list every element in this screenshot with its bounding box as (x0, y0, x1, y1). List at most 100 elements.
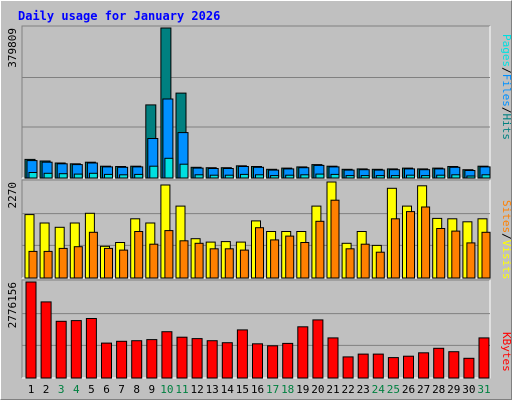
bar-kbytes-day-27 (418, 352, 430, 379)
xlabel-day-24: 24 (372, 383, 386, 396)
bar-kbytes-day-3 (55, 320, 67, 379)
bar-pages-day-22 (345, 175, 355, 179)
bar-sites-day-28 (436, 228, 446, 279)
bar-kbytes-day-29 (448, 351, 460, 379)
bar-sites-day-6 (104, 247, 113, 279)
legend-kbytes-label: KBytes (500, 332, 512, 372)
bar-kbytes-day-30 (463, 357, 475, 379)
xlabel-day-21: 21 (326, 383, 339, 396)
bar-pages-day-31 (481, 174, 491, 179)
bar-kbytes-day-10 (161, 331, 173, 379)
bar-kbytes-day-22 (342, 356, 354, 379)
bar-sites-day-8 (134, 231, 144, 279)
xlabel-day-6: 6 (103, 383, 110, 396)
bar-kbytes-day-20 (312, 319, 324, 379)
legend-top: Pages/Files/Hits (500, 34, 512, 140)
bar-sites-day-14 (224, 248, 234, 279)
bar-sites-day-20 (315, 220, 325, 279)
xlabel-day-23: 23 (357, 383, 370, 396)
xlabel-day-28: 28 (432, 383, 445, 396)
bar-sites-day-24 (375, 251, 385, 279)
xlabel-day-18: 18 (281, 383, 294, 396)
bar-pages-day-17 (270, 175, 280, 179)
bar-kbytes-day-8 (131, 340, 143, 379)
bar-pages-day-18 (285, 174, 295, 179)
xlabel-day-19: 19 (296, 383, 309, 396)
bar-kbytes-day-16 (252, 343, 263, 379)
bar-pages-day-19 (300, 174, 310, 179)
bar-sites-day-12 (194, 242, 204, 279)
bar-pages-day-2 (43, 172, 53, 179)
bar-sites-day-13 (209, 248, 219, 279)
bar-kbytes-day-25 (387, 357, 399, 379)
bar-sites-day-9 (149, 243, 159, 279)
xlabel-day-30: 30 (462, 383, 475, 396)
bar-kbytes-day-19 (297, 326, 309, 379)
bar-pages-day-26 (406, 174, 415, 179)
bar-pages-day-21 (330, 173, 340, 179)
xlabel-day-7: 7 (118, 383, 125, 396)
bar-pages-day-1 (28, 172, 38, 179)
bar-pages-day-3 (58, 173, 68, 179)
xlabel-day-2: 2 (43, 383, 50, 396)
bar-sites-day-29 (451, 230, 461, 279)
bar-sites-day-4 (73, 246, 83, 279)
bar-sites-day-27 (421, 206, 431, 279)
bar-kbytes-day-31 (478, 337, 490, 379)
bar-pages-day-9 (149, 165, 159, 179)
bar-sites-day-16 (255, 227, 264, 279)
bar-kbytes-day-5 (85, 318, 97, 379)
bar-pages-day-15 (239, 173, 249, 179)
bar-pages-day-11 (179, 163, 189, 179)
bar-pages-day-5 (88, 172, 98, 179)
bar-kbytes-day-13 (206, 340, 218, 379)
bar-kbytes-day-6 (101, 342, 112, 379)
bar-sites-day-31 (481, 231, 491, 279)
chart-title: Daily usage for January 2026 (18, 9, 221, 23)
bar-sites-day-7 (119, 249, 129, 279)
bar-kbytes-day-7 (116, 340, 128, 379)
bar-sites-day-1 (28, 250, 38, 279)
legend-sep-2: / (500, 107, 512, 114)
legend-sites: Sites (500, 200, 512, 233)
bar-pages-day-25 (390, 175, 400, 179)
legend-visits: Visits (500, 240, 512, 280)
legend-sep-3: / (500, 233, 512, 240)
bar-kbytes-day-21 (327, 337, 339, 379)
xlabel-day-1: 1 (28, 383, 35, 396)
bar-sites-day-21 (330, 199, 340, 279)
xlabel-day-27: 27 (417, 383, 430, 396)
bar-kbytes-day-23 (357, 353, 369, 379)
bar-kbytes-day-11 (176, 336, 188, 379)
bar-pages-day-24 (375, 175, 385, 179)
panel-hits (22, 26, 490, 178)
xlabel-day-12: 12 (190, 383, 203, 396)
bar-pages-day-13 (209, 174, 219, 179)
xlabel-day-10: 10 (160, 383, 173, 396)
ylabel-max-kbytes: 2776156 (6, 282, 19, 328)
xlabel-day-15: 15 (236, 383, 249, 396)
xlabel-day-26: 26 (402, 383, 415, 396)
xlabel-day-29: 29 (447, 383, 460, 396)
bar-pages-day-14 (224, 174, 234, 179)
bar-kbytes-day-4 (70, 320, 82, 379)
legend-files: Files (500, 74, 512, 107)
xlabel-day-31: 31 (477, 383, 490, 396)
ylabel-max-visits: 2270 (6, 182, 19, 209)
bar-kbytes-day-26 (403, 355, 414, 379)
bar-sites-day-5 (88, 231, 98, 279)
xlabel-day-16: 16 (251, 383, 264, 396)
xlabel-day-20: 20 (311, 383, 324, 396)
bar-pages-day-29 (451, 174, 461, 179)
bar-sites-day-26 (406, 211, 415, 279)
xlabel-day-25: 25 (387, 383, 400, 396)
bar-kbytes-day-12 (191, 338, 203, 379)
bar-pages-day-10 (164, 157, 174, 179)
bar-sites-day-22 (345, 248, 355, 279)
xlabel-day-5: 5 (88, 383, 95, 396)
bar-kbytes-day-15 (236, 329, 248, 379)
xlabel-day-8: 8 (133, 383, 140, 396)
bar-sites-day-15 (239, 249, 249, 279)
bar-kbytes-day-17 (267, 345, 279, 379)
